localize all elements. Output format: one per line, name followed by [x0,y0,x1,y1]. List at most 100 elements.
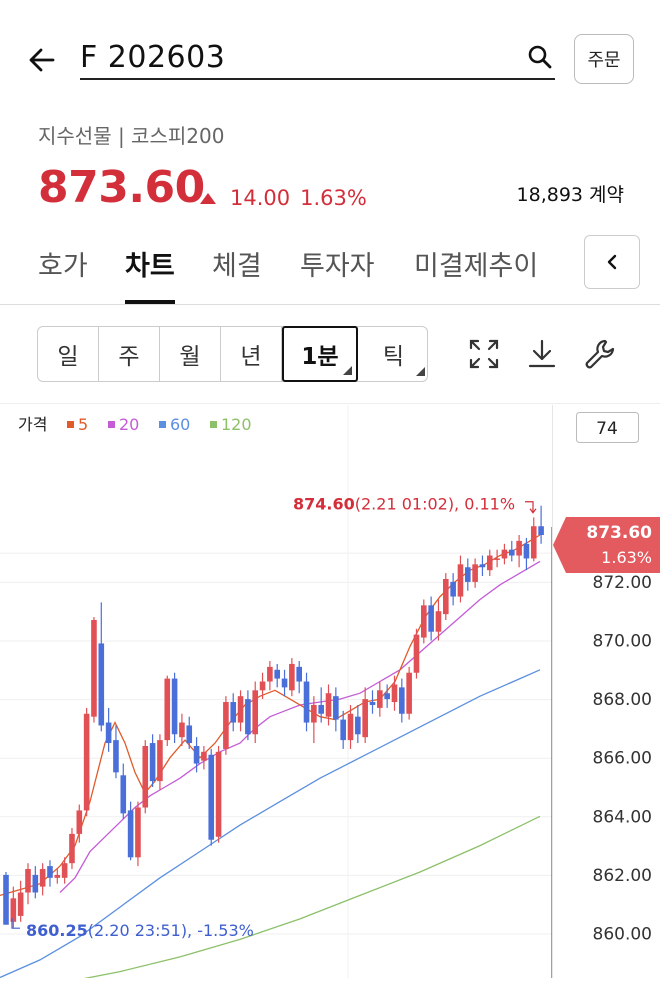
legend-item-60: 60 [170,415,190,434]
order-button[interactable]: 주문 [574,34,634,84]
back-button[interactable] [22,40,62,80]
candle-body [479,564,486,568]
up-triangle-icon [200,192,216,204]
candle-body [472,564,478,582]
period-year[interactable]: 년 [221,327,282,381]
detail-tabs: 호가 차트 체결 투자자 미결제추이 [0,240,660,305]
candle [149,734,156,787]
candle-body [355,716,361,735]
candle [252,681,259,744]
search-icon[interactable] [527,44,553,70]
candle [208,748,215,846]
candle [428,596,434,641]
candle [362,687,368,744]
candle [135,801,141,867]
period-selector: 일 주 월 년 1분 틱 [37,326,428,382]
candle-body [274,669,281,679]
candle [164,675,171,746]
tabs-fade [560,240,584,290]
candle-body [201,751,207,761]
candle-body [3,874,9,925]
period-day[interactable]: 일 [38,327,99,381]
candle-body [538,526,544,536]
period-month-label: 월 [179,344,201,370]
fullscreen-button[interactable] [466,336,502,372]
period-1min[interactable]: 1분 [282,326,358,382]
candle-body [69,833,75,864]
candle-body [135,807,141,858]
chart-divider [0,403,660,404]
candle-body [421,605,427,638]
candle [25,863,31,905]
count-box [576,412,639,443]
candle [406,666,412,720]
candle [377,681,383,717]
candle [223,696,229,755]
candle [267,661,273,691]
candle-body [25,869,31,893]
candle-body [230,702,237,723]
candle [538,505,544,544]
tab-investors[interactable]: 투자자 [300,251,375,282]
candle [237,690,244,732]
y-tick-label: 862.00 [593,866,652,886]
candle [479,555,486,577]
candle [523,537,530,571]
candle-body [215,751,222,837]
tab-trades[interactable]: 체결 [212,251,262,282]
candle-body [149,743,156,782]
candle [340,710,346,749]
symbol-search-field[interactable]: F 202603 [80,36,555,80]
download-button[interactable] [524,336,560,372]
legend-item-120: 120 [221,415,252,434]
candle-body [157,740,163,782]
chart-canvas[interactable]: 874.60(2.21 01:02), 0.11% 860.25(2.20 23:… [0,405,660,982]
candle-body [281,678,288,688]
candlestick-chart[interactable]: 874.60(2.21 01:02), 0.11% 860.25(2.20 23:… [0,405,660,982]
high-detail: (2.21 01:02), 0.11% [355,495,515,514]
candle [120,763,127,820]
corner-triangle-icon [343,366,352,375]
ma120-line [63,815,541,982]
candle-body [245,699,251,735]
period-week[interactable]: 주 [99,327,160,381]
y-tick-label: 866.00 [593,749,652,769]
candle [494,549,500,568]
volume-contracts: 18,893 계약 [516,184,624,206]
candle [530,517,537,562]
candle [355,704,361,744]
candle-body [127,810,134,858]
candle [516,535,522,568]
candle-body [164,678,171,741]
candle [186,716,193,749]
candle-body [76,810,83,834]
tab-orderbook[interactable]: 호가 [38,251,88,282]
tab-open-interest[interactable]: 미결제추이 [414,251,539,282]
download-icon [528,339,556,368]
period-month[interactable]: 월 [160,327,221,381]
settings-button[interactable] [582,336,618,372]
tab-chart[interactable]: 차트 [125,244,175,304]
corner-triangle-icon [416,367,425,376]
candle-body [523,543,530,559]
candle-body [289,663,295,691]
y-tick-label: 870.00 [593,632,652,652]
candle [83,707,90,817]
tabs-scroll-button[interactable] [584,235,640,289]
candle-body [362,699,368,738]
change-amount: 14.00 [230,186,291,210]
candle [91,617,97,723]
legend-swatch [108,421,115,428]
candle-body [267,666,273,682]
period-tick[interactable]: 틱 [358,327,429,381]
candle [450,573,456,606]
candle [179,713,185,746]
candle [303,672,310,732]
low-detail: (2.20 23:51), -1.53% [88,921,254,940]
current-pct-label: 1.63% [601,548,652,567]
candle-body [384,693,390,700]
candle-body [435,611,442,632]
candle-body [311,704,317,723]
candle [399,678,405,723]
candle-body [464,567,471,582]
